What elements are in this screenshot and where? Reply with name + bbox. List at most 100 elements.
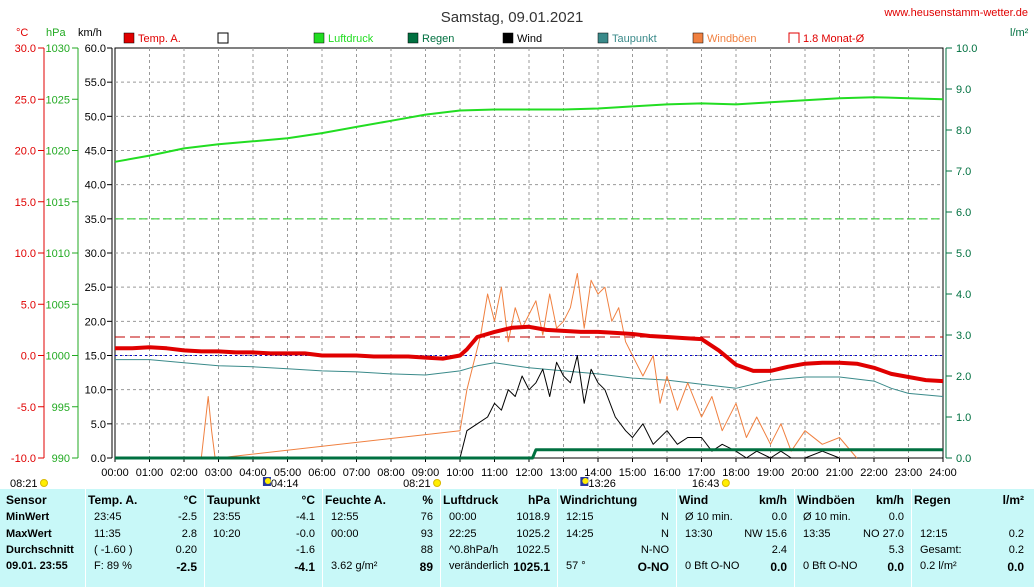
cell-value: 0.0 xyxy=(887,560,904,574)
legend-swatch xyxy=(502,32,514,44)
cell-value: N xyxy=(661,528,669,540)
cell-value: N-NO xyxy=(640,544,669,556)
pressure-tick-label: 990 xyxy=(52,453,70,465)
cell-value: 88 xyxy=(420,544,433,556)
sun-icon xyxy=(40,479,48,487)
cell-value: N xyxy=(661,511,669,523)
time-tick-label: 18:00 xyxy=(722,467,750,479)
sun-icon xyxy=(721,479,730,487)
moon-time-label: 04:14 xyxy=(271,478,299,489)
cell-value: 0.0 xyxy=(1007,560,1024,574)
legend-swatch xyxy=(407,32,419,44)
temp-tick-label: 30.0 xyxy=(15,43,36,55)
wind-tick-label: 55.0 xyxy=(85,77,106,89)
time-tick-label: 00:00 xyxy=(101,467,129,479)
wind-tick-label: 0.0 xyxy=(91,453,106,465)
pressure-unit: hPa xyxy=(46,27,66,39)
time-tick-label: 10:00 xyxy=(446,467,474,479)
rain-tick-label: 4.0 xyxy=(956,289,971,301)
column-header: Windrichtung xyxy=(560,493,638,507)
cell-time: 12:15 xyxy=(920,528,948,540)
cell-value: 1018.9 xyxy=(516,511,550,523)
cell-time: 12:55 xyxy=(331,511,359,523)
legend-label: Taupunkt xyxy=(612,33,657,45)
time-tick-label: 07:00 xyxy=(343,467,371,479)
cell-time: 13:35 xyxy=(803,528,831,540)
cell-value: 1022.5 xyxy=(516,544,550,556)
column-header: Taupunkt xyxy=(207,493,261,507)
wind-tick-label: 45.0 xyxy=(85,146,106,158)
legend-label: Luftdruck xyxy=(328,33,374,45)
cell-time: 23:55 xyxy=(213,511,241,523)
legend-label: 1.8 Monat-Ø xyxy=(803,33,865,45)
pressure-tick-label: 995 xyxy=(52,402,70,414)
time-tick-label: 01:00 xyxy=(136,467,164,479)
pressure-tick-label: 1015 xyxy=(46,197,70,209)
cell-time: ( -1.60 ) xyxy=(94,544,133,556)
column-unit: % xyxy=(422,493,433,507)
cell-time: Gesamt: xyxy=(920,544,962,556)
column-header: Luftdruck xyxy=(443,493,499,507)
rain-tick-label: 3.0 xyxy=(956,330,971,342)
cell-value: -4.1 xyxy=(294,560,315,574)
row-label: 09.01. 23:55 xyxy=(6,560,68,572)
legend-label: Regen xyxy=(422,33,454,45)
pressure-tick-label: 1020 xyxy=(46,146,70,158)
wind-tick-label: 35.0 xyxy=(85,214,106,226)
time-tick-label: 02:00 xyxy=(170,467,198,479)
legend-swatch xyxy=(597,32,609,44)
cell-value: 93 xyxy=(420,528,433,540)
cell-time: 0 Bft O-NO xyxy=(685,560,740,572)
cell-value: 2.4 xyxy=(771,544,787,556)
cell-value: NW 15.6 xyxy=(744,528,787,540)
rain-tick-label: 6.0 xyxy=(956,207,971,219)
time-tick-label: 16:00 xyxy=(653,467,681,479)
cell-value: 0.0 xyxy=(770,560,787,574)
series-line-wind xyxy=(459,355,840,459)
series-line-windb-en xyxy=(200,273,858,459)
cell-value: 1025.1 xyxy=(513,560,550,574)
series-line-temp-a- xyxy=(115,324,944,384)
cell-time: 23:45 xyxy=(94,511,122,523)
cell-value: O-NO xyxy=(637,560,669,574)
column-separator xyxy=(676,489,677,587)
sun-time-label: 16:43 xyxy=(692,478,720,489)
series-lines xyxy=(114,96,944,460)
cell-value: -4.1 xyxy=(296,511,315,523)
cell-time: 14:25 xyxy=(566,528,594,540)
column-header: Temp. A. xyxy=(88,493,138,507)
time-tick-label: 15:00 xyxy=(619,467,647,479)
column-header: Regen xyxy=(914,493,951,507)
cell-value: 0.0 xyxy=(888,511,904,523)
wind-tick-label: 10.0 xyxy=(85,385,106,397)
wind-tick-label: 25.0 xyxy=(85,282,106,294)
time-tick-label: 23:00 xyxy=(895,467,923,479)
wind-tick-label: 20.0 xyxy=(85,316,106,328)
cell-time: veränderlich xyxy=(449,560,509,572)
series-line-luftdruck xyxy=(114,96,944,163)
temp-tick-label: 0.0 xyxy=(21,351,36,363)
column-unit: hPa xyxy=(527,493,550,507)
time-tick-label: 06:00 xyxy=(308,467,336,479)
cell-value: 0.0 xyxy=(771,511,787,523)
time-tick-label: 12:00 xyxy=(515,467,543,479)
row-label: MinWert xyxy=(6,511,50,523)
wind-tick-label: 15.0 xyxy=(85,351,106,363)
cell-time: 22:25 xyxy=(449,528,477,540)
time-tick-label: 13:00 xyxy=(550,467,578,479)
time-tick-label: 22:00 xyxy=(860,467,888,479)
rain-tick-label: 9.0 xyxy=(956,84,971,96)
column-separator xyxy=(794,489,795,587)
moon-icon-glyph xyxy=(264,478,271,484)
column-separator xyxy=(204,489,205,587)
pressure-tick-label: 1005 xyxy=(46,299,70,311)
temp-tick-label: -5.0 xyxy=(17,402,36,414)
time-tick-label: 17:00 xyxy=(688,467,716,479)
cell-time: Ø 10 min. xyxy=(685,511,733,523)
sun-icon xyxy=(433,479,442,487)
column-unit: km/h xyxy=(875,493,904,507)
legend: Temp. A. Luftdruck Regen Wind Taupunkt Windbö… xyxy=(123,32,865,45)
column-unit: °C xyxy=(301,493,315,507)
column-separator xyxy=(911,489,912,587)
pressure-tick-label: 1010 xyxy=(46,248,70,260)
